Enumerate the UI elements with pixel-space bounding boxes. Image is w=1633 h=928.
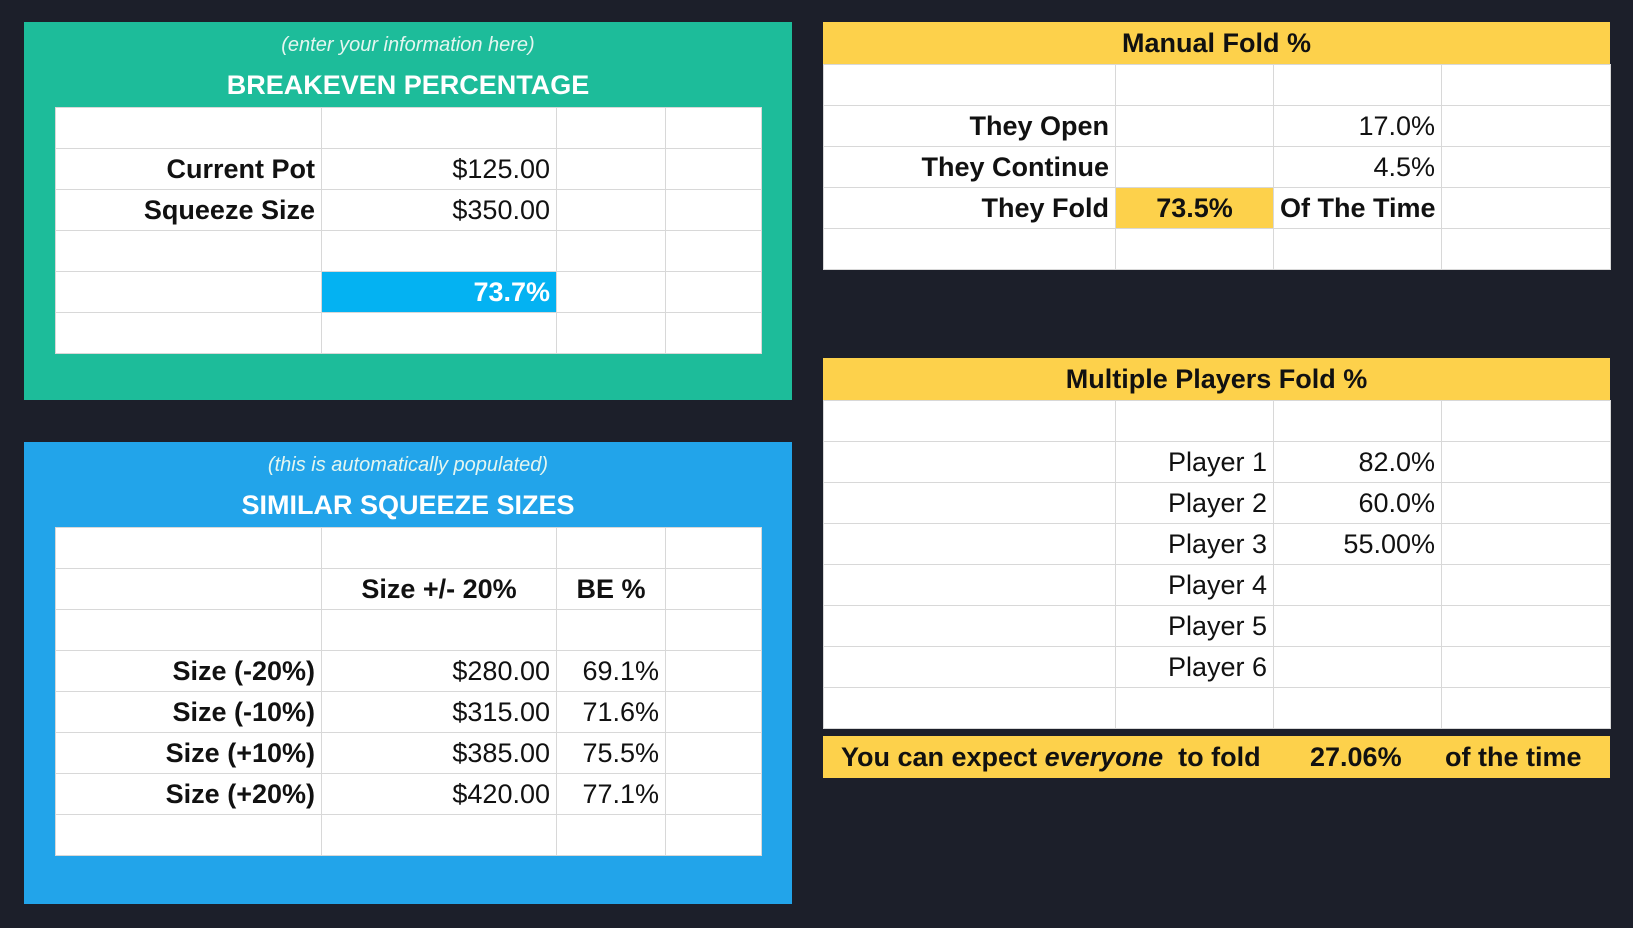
- breakeven-panel: (enter your information here) BREAKEVEN …: [24, 22, 792, 400]
- grid-row: [55, 527, 762, 569]
- player-fold-input[interactable]: 82.0%: [1273, 441, 1442, 483]
- they-fold-label: They Fold: [823, 187, 1116, 229]
- size-row-value: $385.00: [321, 732, 557, 774]
- breakeven-result: 73.7%: [321, 271, 557, 313]
- breakeven-subtitle: (enter your information here): [281, 34, 535, 56]
- player-fold-input[interactable]: [1273, 605, 1442, 647]
- table-row: Size (-10%) $315.00 71.6%: [55, 691, 762, 733]
- table-row: Size (+10%) $385.00 75.5%: [55, 732, 762, 774]
- size-row-be: 75.5%: [556, 732, 666, 774]
- current-pot-input[interactable]: $125.00: [321, 148, 557, 190]
- they-fold-result: 73.5%: [1115, 187, 1274, 229]
- size-row-be: 71.6%: [556, 691, 666, 733]
- manual-fold-title: Manual Fold %: [823, 22, 1610, 64]
- grid-row: 73.7%: [55, 271, 762, 313]
- grid-row: Size +/- 20% BE %: [55, 568, 762, 610]
- table-row: Player 3 55.00%: [823, 523, 1611, 565]
- grid-row: [823, 400, 1611, 442]
- similar-grid: Size +/- 20% BE % Size (-20%) $280.00 69…: [55, 527, 762, 856]
- grid-row: Squeeze Size $350.00: [55, 189, 762, 231]
- grid-row: [55, 230, 762, 272]
- table-row: Size (-20%) $280.00 69.1%: [55, 650, 762, 692]
- player-label: Player 1: [1115, 441, 1274, 483]
- size-row-value: $280.00: [321, 650, 557, 692]
- size-row-value: $315.00: [321, 691, 557, 733]
- footer-text: You can expect everyone to fold: [841, 742, 1261, 772]
- table-row: Player 2 60.0%: [823, 482, 1611, 524]
- table-row: Size (+20%) $420.00 77.1%: [55, 773, 762, 815]
- of-the-time-label: Of The Time: [1273, 187, 1442, 229]
- similar-subtitle: (this is automatically populated): [267, 454, 549, 476]
- player-fold-input[interactable]: [1273, 646, 1442, 688]
- they-open-label: They Open: [823, 105, 1116, 147]
- multiple-players-panel: Multiple Players Fold % Player 1 82.0% P…: [823, 358, 1611, 778]
- size-row-label: Size (+20%): [55, 773, 322, 815]
- table-row: Player 5: [823, 605, 1611, 647]
- grid-row: They Open 17.0%: [823, 105, 1611, 147]
- grid-row: Current Pot $125.00: [55, 148, 762, 190]
- multiple-players-grid: Player 1 82.0% Player 2 60.0% Player 3 5…: [823, 400, 1611, 729]
- grid-row: [823, 228, 1611, 270]
- player-fold-input[interactable]: 60.0%: [1273, 482, 1442, 524]
- of-the-time-label: of the time: [1445, 742, 1582, 772]
- grid-row: [55, 609, 762, 651]
- size-row-label: Size (+10%): [55, 732, 322, 774]
- size-row-value: $420.00: [321, 773, 557, 815]
- breakeven-grid: Current Pot $125.00 Squeeze Size $350.00…: [55, 107, 762, 354]
- they-continue-label: They Continue: [823, 146, 1116, 188]
- grid-row: [823, 64, 1611, 106]
- manual-fold-panel: Manual Fold % They Open 17.0% They Conti…: [823, 22, 1611, 274]
- everyone-fold-result: 27.06%: [1310, 742, 1402, 772]
- player-fold-input[interactable]: [1273, 564, 1442, 606]
- col-header-be: BE %: [556, 568, 666, 610]
- player-label: Player 5: [1115, 605, 1274, 647]
- grid-row: [55, 312, 762, 354]
- multiple-players-title: Multiple Players Fold %: [823, 358, 1610, 400]
- player-fold-input[interactable]: 55.00%: [1273, 523, 1442, 565]
- grid-row: [55, 107, 762, 149]
- player-label: Player 4: [1115, 564, 1274, 606]
- they-open-input[interactable]: 17.0%: [1273, 105, 1442, 147]
- squeeze-size-input[interactable]: $350.00: [321, 189, 557, 231]
- squeeze-size-label: Squeeze Size: [55, 189, 322, 231]
- size-row-label: Size (-20%): [55, 650, 322, 692]
- player-label: Player 3: [1115, 523, 1274, 565]
- grid-row: [55, 814, 762, 856]
- grid-row: [823, 687, 1611, 729]
- everyone-fold-footer: You can expect everyone to fold 27.06% o…: [823, 736, 1610, 778]
- player-label: Player 2: [1115, 482, 1274, 524]
- grid-row: They Fold 73.5% Of The Time: [823, 187, 1611, 229]
- similar-title: SIMILAR SQUEEZE SIZES: [241, 490, 575, 520]
- breakeven-title: BREAKEVEN PERCENTAGE: [226, 70, 590, 100]
- player-label: Player 6: [1115, 646, 1274, 688]
- col-header-size: Size +/- 20%: [321, 568, 557, 610]
- current-pot-label: Current Pot: [55, 148, 322, 190]
- size-row-be: 69.1%: [556, 650, 666, 692]
- similar-sizes-panel: (this is automatically populated) SIMILA…: [24, 442, 792, 904]
- grid-row: They Continue 4.5%: [823, 146, 1611, 188]
- table-row: Player 6: [823, 646, 1611, 688]
- size-row-be: 77.1%: [556, 773, 666, 815]
- table-row: Player 1 82.0%: [823, 441, 1611, 483]
- they-continue-input[interactable]: 4.5%: [1273, 146, 1442, 188]
- table-row: Player 4: [823, 564, 1611, 606]
- size-row-label: Size (-10%): [55, 691, 322, 733]
- manual-fold-grid: They Open 17.0% They Continue 4.5% They …: [823, 64, 1611, 270]
